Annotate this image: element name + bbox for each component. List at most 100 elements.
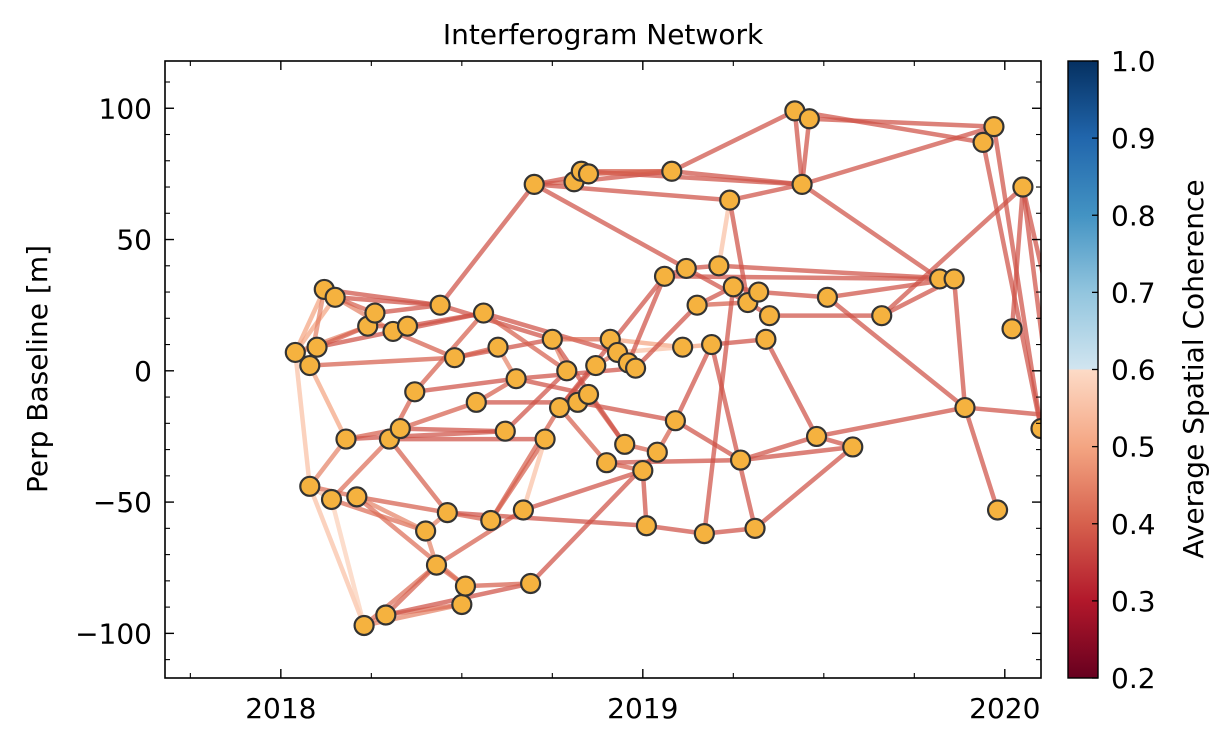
acquisition-node [480,509,502,532]
nodes-layer [284,100,1061,637]
interferogram-edge [814,405,968,439]
acquisition-node [512,499,534,521]
acquisition-node [646,441,668,463]
x-tick-label: 2019 [607,692,678,725]
x-axis-ticks: 2018 2019 2020 [189,61,1040,725]
acquisition-node [755,328,777,350]
interferogram-edge [387,436,450,515]
interferogram-edge [792,108,805,187]
acquisition-node [454,575,477,597]
interferogram-edge [354,494,428,534]
interferogram-edge [531,182,732,203]
acquisition-node [375,604,397,626]
acquisition-node [672,336,694,358]
interferogram-edge [521,468,646,513]
interferogram-edge [607,337,685,350]
interferogram-edge [709,342,758,531]
interferogram-edge [481,310,570,374]
interferogram-edge [307,484,367,628]
acquisition-node [635,515,658,537]
y-tick-label: −50 [93,486,152,519]
y-axis-ticks: −100 −50 0 50 100 [75,81,1041,661]
acquisition-node [465,391,487,413]
acquisition-node [364,302,386,324]
interferogram-edge [879,184,1026,318]
interferogram-edge [825,295,968,410]
acquisition-node [632,459,654,482]
acquisition-node [972,131,994,153]
acquisition-node [1042,406,1061,425]
interferogram-edge [1020,184,1041,348]
interferogram-edge [557,405,609,465]
acquisition-node [556,360,578,382]
interferogram-edge [807,116,997,129]
interferogram-edge [354,494,450,515]
colorbar-tick-label: 0.2 [1111,662,1156,695]
interferogram-edge [293,295,338,355]
acquisition-node [708,255,730,277]
acquisition-node [353,614,375,637]
acquisition-node [729,449,752,471]
acquisition-node [1001,318,1023,340]
acquisition-node [624,357,647,379]
interferogram-edge [604,457,743,465]
interferogram-edge [702,284,736,536]
interferogram-edge [445,510,649,528]
acquisition-node [472,302,495,324]
interferogram-edge [738,434,819,463]
colorbar-tick-label: 0.4 [1111,508,1156,541]
interferogram-edge [307,363,349,442]
interferogram-edge [799,124,997,187]
interferogram-edge [684,266,751,305]
acquisition-node [324,286,346,308]
acquisition-node [494,420,516,442]
interferogram-edge [951,276,968,410]
acquisition-node [585,354,607,377]
interferogram-edge [586,169,675,177]
acquisition-node [534,428,556,450]
acquisition-node [548,396,571,419]
acquisition-node [686,294,708,316]
colorbar-tick-label: 0.7 [1111,276,1156,309]
acquisition-node [664,410,686,432]
interferogram-edge [398,400,479,431]
acquisition-node [719,189,741,211]
interferogram-edge [1009,184,1026,332]
x-tick-label: 2018 [245,692,316,725]
interferogram-edge [716,263,957,282]
interferogram-edge [962,405,1000,513]
acquisition-node [425,554,448,576]
acquisition-node [1012,176,1034,198]
acquisition-node [389,417,411,440]
acquisition-node [614,433,636,455]
acquisition-node [722,276,744,298]
interferogram-edge [463,581,533,589]
interferogram-edge [434,507,526,568]
colorbar-tick-label: 0.3 [1111,585,1156,618]
acquisition-node [700,333,723,356]
interferogram-edge [799,116,812,187]
acquisition-node [523,173,545,195]
acquisition-node [577,163,600,185]
acquisition-node [816,286,839,308]
acquisition-node [744,517,766,539]
plot-frame [164,60,1042,679]
interferogram-edge [727,182,805,203]
edges-layer [293,108,1041,628]
interferogram-edge [738,444,856,463]
interferogram-edge [437,182,537,308]
colorbar-tick-label: 1.0 [1111,45,1156,78]
interferogram-edge [1020,184,1041,276]
y-axis-label: Perp Baseline [m] [21,245,54,493]
acquisition-node [429,294,451,316]
interferogram-edge [615,344,685,355]
interferogram-edge [633,302,700,371]
acquisition-node [541,328,563,350]
acquisition-node [299,475,321,497]
acquisition-node [335,428,357,450]
colorbar-tick-label: 0.9 [1111,122,1156,155]
acquisition-node [320,488,343,511]
interferogram-edge [626,274,667,366]
acquisition-node [943,268,965,290]
